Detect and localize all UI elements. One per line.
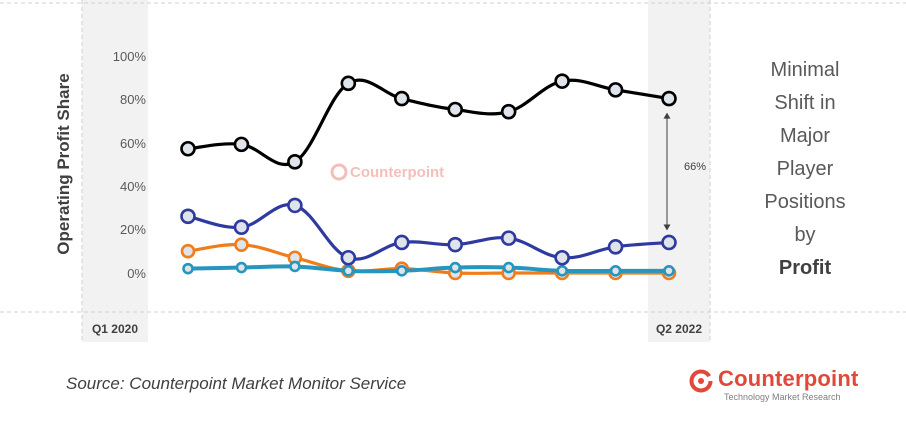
gap-arrow-head-top bbox=[663, 112, 671, 119]
light-blue-data-point bbox=[289, 260, 301, 273]
light-blue-data-point bbox=[609, 265, 622, 277]
black-data-point bbox=[661, 90, 677, 107]
counterpoint-logo: Counterpoint Technology Market Research bbox=[688, 366, 888, 410]
blue-data-point bbox=[393, 234, 410, 251]
black-data-point bbox=[287, 154, 303, 170]
side-note-bold-text: Profit bbox=[778, 257, 832, 279]
orange-data-point bbox=[180, 243, 196, 259]
logo-name: Counterpoint bbox=[718, 366, 859, 391]
y-tick-label: 20% bbox=[120, 222, 146, 237]
blue-data-point bbox=[233, 219, 250, 236]
x-end-label: Q2 2022 bbox=[656, 322, 702, 336]
start-period-band bbox=[82, 0, 148, 342]
x-start-label: Q1 2020 bbox=[92, 322, 138, 336]
blue-data-point bbox=[287, 197, 303, 214]
light-blue-data-point bbox=[556, 265, 568, 277]
black-data-point bbox=[554, 73, 570, 89]
watermark-text: Counterpoint bbox=[350, 164, 444, 181]
blue-data-point bbox=[500, 230, 517, 246]
light-blue-data-point bbox=[342, 265, 355, 277]
source-text: Source: Counterpoint Market Monitor Serv… bbox=[66, 374, 407, 393]
side-note-line: Minimal bbox=[770, 59, 840, 81]
y-tick-label: 60% bbox=[120, 136, 146, 151]
side-note-bold: Profit bbox=[736, 252, 874, 285]
counterpoint-logo-icon bbox=[689, 369, 713, 393]
y-tick-labels: 0% 20% 40% 60% 80% 100% bbox=[113, 49, 147, 281]
blue-data-point bbox=[180, 208, 196, 225]
light-blue-data-point bbox=[663, 265, 675, 277]
light-blue-data-point bbox=[395, 265, 408, 277]
end-period-band bbox=[648, 0, 710, 342]
gap-annotation: 66% bbox=[684, 161, 706, 173]
black-data-point bbox=[607, 82, 624, 98]
light-blue-data-point bbox=[449, 261, 462, 274]
series-layer bbox=[180, 73, 677, 281]
y-tick-label: 80% bbox=[120, 92, 146, 107]
blue-data-point bbox=[447, 236, 464, 253]
black-data-point bbox=[500, 103, 517, 120]
blue-data-point bbox=[607, 239, 624, 255]
side-note-line: Shift in bbox=[774, 92, 836, 114]
gap-arrow-head-bottom bbox=[663, 224, 671, 231]
black-data-point bbox=[340, 75, 357, 92]
side-note-line: Major bbox=[779, 125, 830, 147]
light-blue-series-line bbox=[187, 264, 669, 274]
black-data-point bbox=[447, 101, 464, 118]
blue-data-point bbox=[554, 249, 570, 266]
side-note: Minimal Shift in Major Player Positions … bbox=[736, 54, 874, 285]
y-axis-title: Operating Profit Share bbox=[54, 73, 73, 254]
light-blue-data-point bbox=[502, 261, 515, 274]
side-note-line: Positions bbox=[764, 191, 846, 213]
blue-data-point bbox=[661, 234, 677, 251]
side-note-line: by bbox=[794, 224, 816, 246]
blue-data-point bbox=[340, 249, 357, 266]
orange-data-point bbox=[234, 237, 249, 252]
light-blue-data-point bbox=[235, 261, 248, 274]
logo-tagline: Technology Market Research bbox=[724, 392, 841, 402]
watermark: Counterpoint bbox=[330, 163, 444, 181]
y-tick-label: 100% bbox=[113, 49, 147, 64]
black-series-line bbox=[187, 78, 670, 166]
black-data-point bbox=[393, 90, 410, 107]
light-blue-data-point bbox=[182, 262, 194, 275]
y-tick-label: 40% bbox=[120, 179, 146, 194]
black-data-point bbox=[180, 140, 196, 157]
watermark-logo-icon bbox=[330, 163, 348, 181]
y-tick-label: 0% bbox=[127, 266, 146, 281]
black-data-point bbox=[233, 136, 250, 153]
blue-series-line bbox=[187, 203, 670, 261]
side-note-line: Player bbox=[776, 158, 834, 180]
